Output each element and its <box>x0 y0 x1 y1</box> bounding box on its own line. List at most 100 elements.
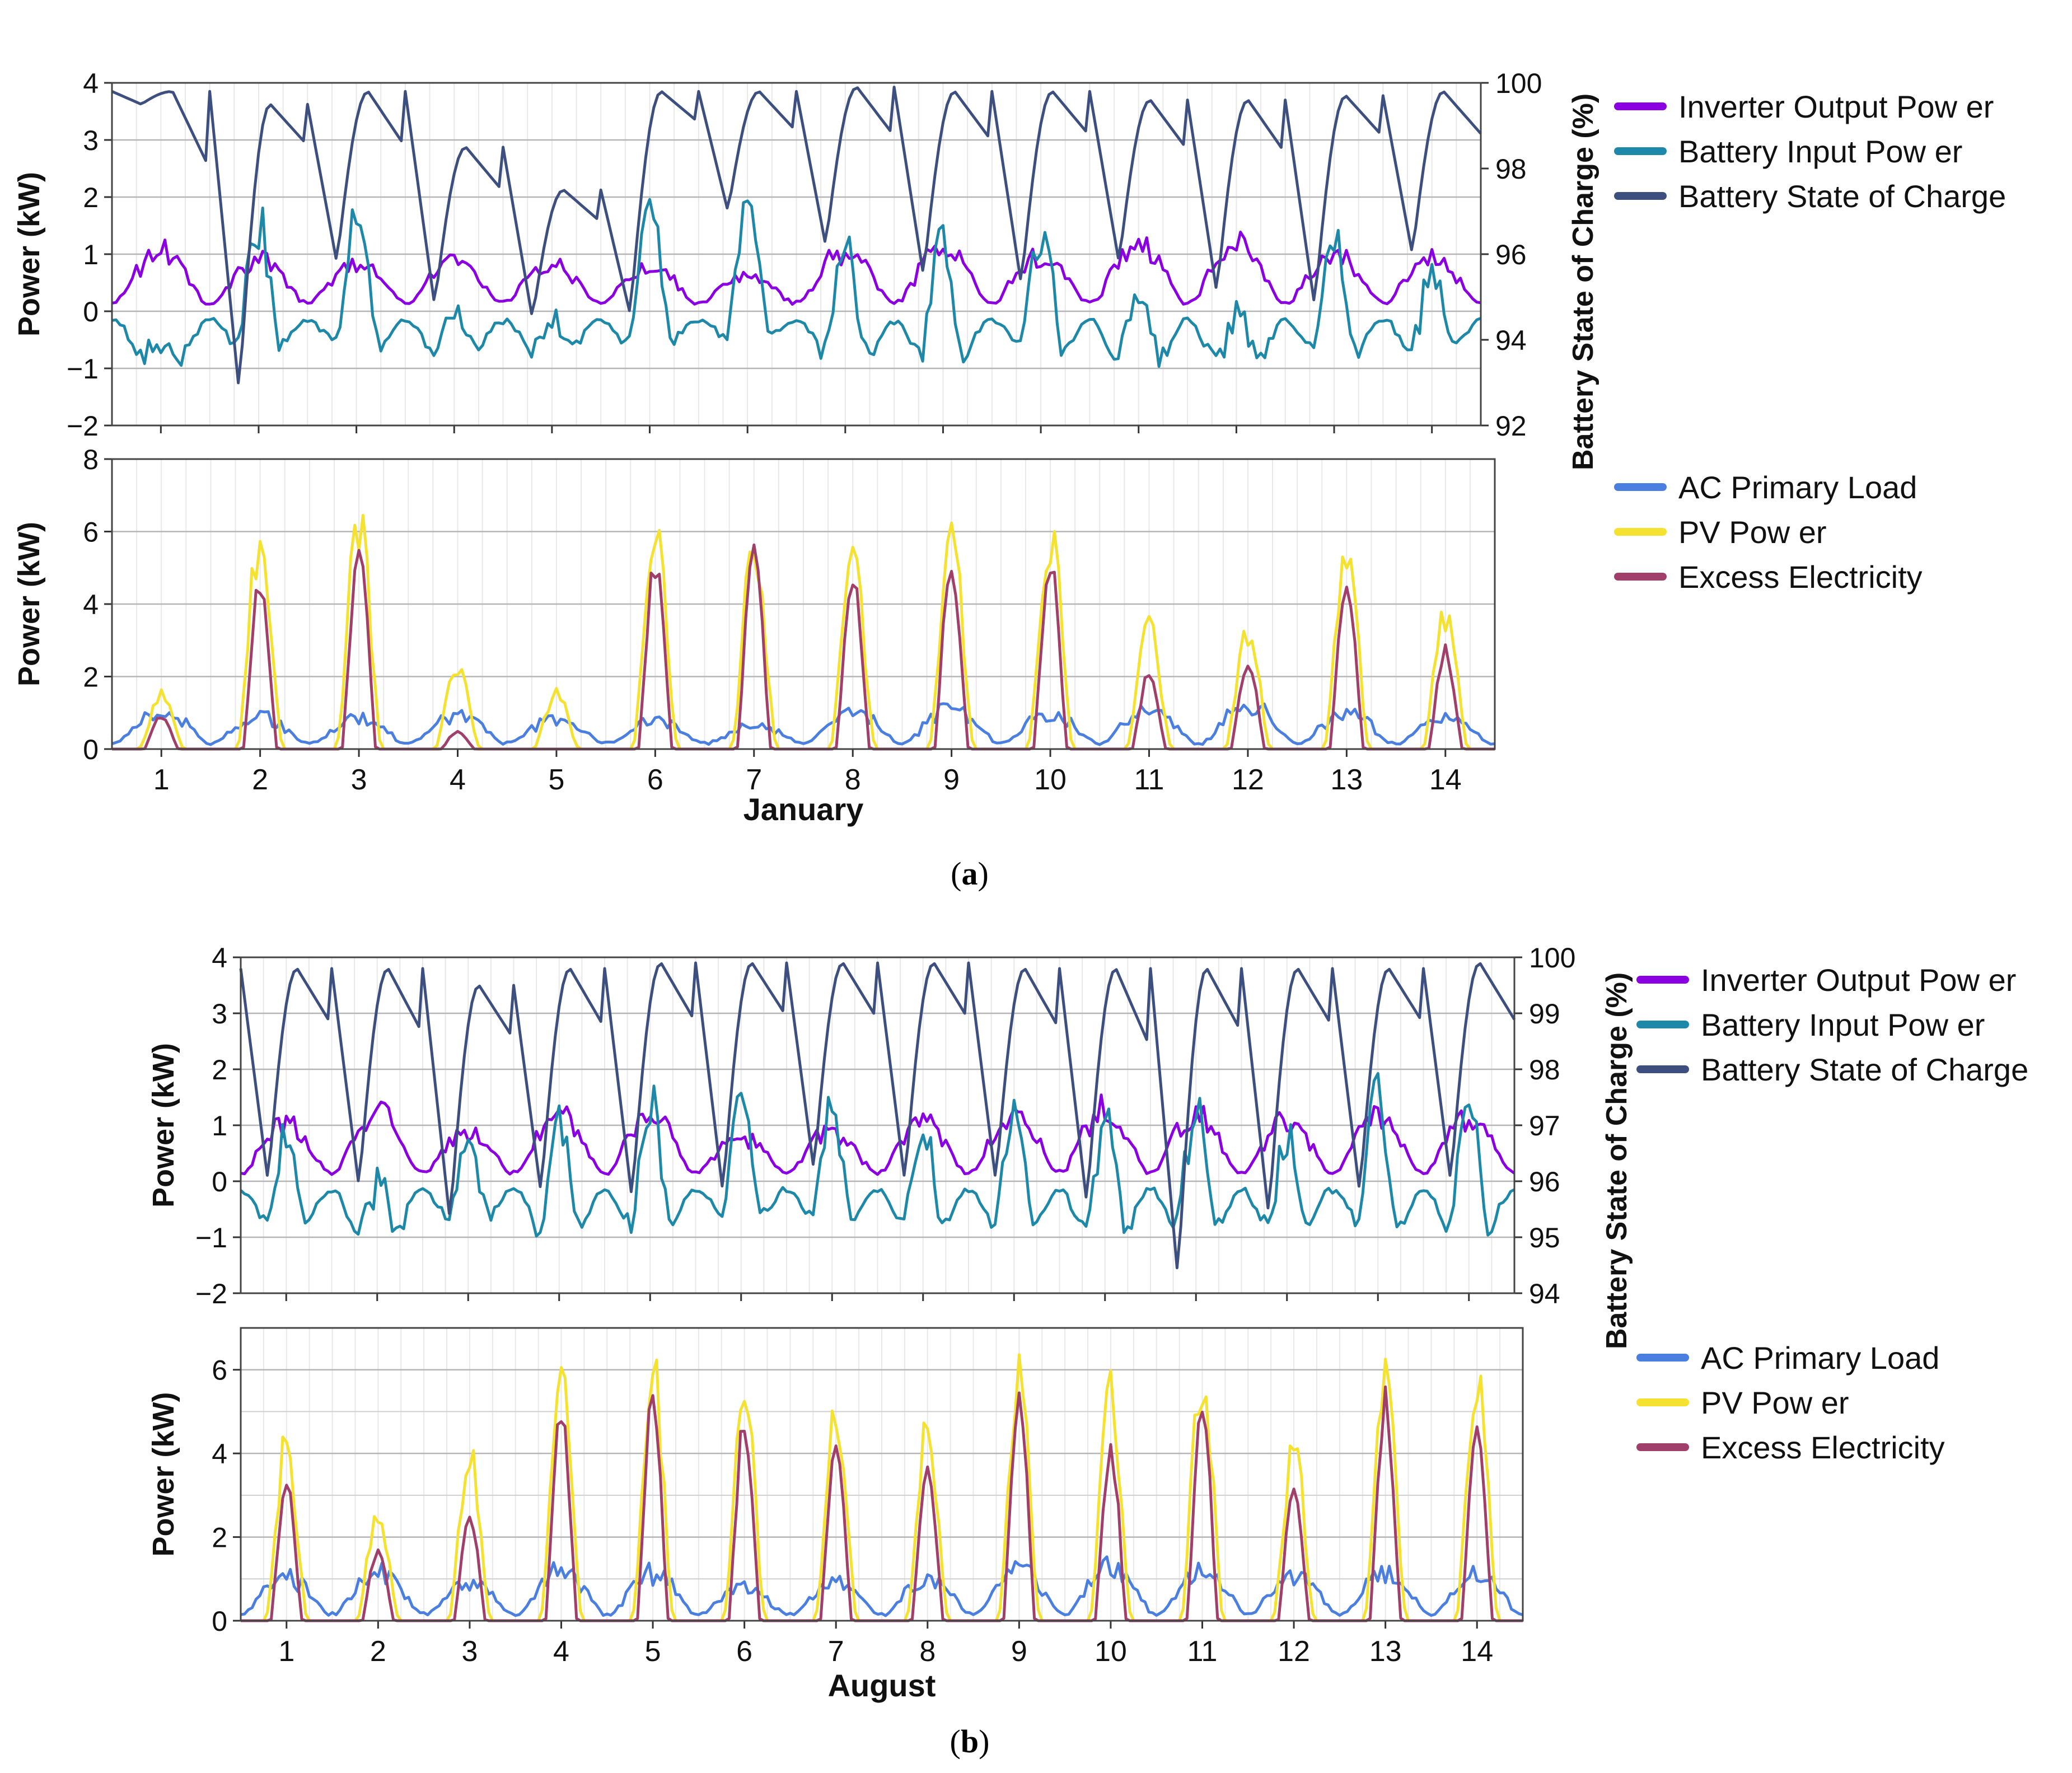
y-tick-label: 1 <box>83 239 99 270</box>
y-right-tick-label: 98 <box>1495 153 1527 185</box>
y-tick-label: −1 <box>67 353 99 385</box>
x-tick-label: 13 <box>1330 764 1363 796</box>
x-tick-label: 4 <box>450 764 466 796</box>
series-line-0 <box>111 702 1495 746</box>
legend-label: Inverter Output Pow er <box>1701 962 2016 998</box>
plot-frame <box>240 1327 1524 1622</box>
y-right-axis-label: Battery State of Charge (%) <box>1601 972 1633 1349</box>
y-tick-label: 2 <box>83 662 99 693</box>
y-tick-label: 4 <box>83 68 99 99</box>
legend-label: PV Pow er <box>1701 1385 1849 1420</box>
y-right-tick-label: 100 <box>1529 942 1575 974</box>
y-tick-label: 0 <box>83 296 99 328</box>
x-tick-label: 6 <box>736 1635 752 1668</box>
x-tick-label: 12 <box>1232 764 1264 796</box>
y-tick-label: 6 <box>212 1355 227 1386</box>
x-tick-label: 1 <box>153 764 170 796</box>
x-tick-label: 6 <box>647 764 663 796</box>
x-tick-label: 9 <box>1011 1635 1027 1668</box>
y-tick-label: −2 <box>67 410 99 442</box>
y-tick-label: 0 <box>83 734 99 765</box>
series-line-0 <box>240 1093 1516 1176</box>
y-axis-label: Power (kW) <box>12 522 46 686</box>
x-tick-label: 11 <box>1134 764 1164 796</box>
x-tick-label: 3 <box>351 764 367 796</box>
y-tick-label: 4 <box>212 942 227 974</box>
y-right-tick-label: 100 <box>1495 68 1542 99</box>
x-tick-label: 10 <box>1095 1635 1127 1668</box>
x-tick-label: 8 <box>845 764 861 796</box>
x-tick-label: 8 <box>919 1635 936 1668</box>
legend-label: Excess Electricity <box>1678 559 1923 595</box>
legend-label: AC Primary Load <box>1678 470 1917 505</box>
y-tick-label: 3 <box>83 125 99 156</box>
legend-label: Excess Electricity <box>1701 1430 1945 1465</box>
y-right-tick-label: 97 <box>1529 1110 1560 1142</box>
series-line-1 <box>240 1072 1516 1238</box>
x-tick-label: 2 <box>370 1635 386 1668</box>
y-tick-label: 4 <box>212 1438 227 1470</box>
plot-frame <box>111 458 1496 750</box>
y-axis-label: Power (kW) <box>12 172 46 336</box>
x-tick-label: 13 <box>1369 1635 1402 1668</box>
caption-b: (b) <box>950 1723 990 1760</box>
series-line-0 <box>111 231 1481 306</box>
y-right-axis-label: Battery State of Charge (%) <box>1567 93 1599 470</box>
y-right-tick-label: 94 <box>1529 1278 1560 1309</box>
y-tick-label: 1 <box>212 1110 227 1142</box>
x-tick-label: 1 <box>278 1635 294 1668</box>
y-axis-label: Power (kW) <box>147 1392 180 1556</box>
x-tick-label: 2 <box>252 764 268 796</box>
y-tick-label: 0 <box>212 1606 227 1637</box>
chart-aug-top: −2 −1 0 1 2 3 4 94 95 96 97 98 99 100 Battery State of… <box>147 942 2028 1349</box>
x-tick-label: 9 <box>943 764 960 796</box>
x-tick-label: 11 <box>1187 1635 1218 1668</box>
y-tick-label: 8 <box>83 444 99 475</box>
x-tick-label: 12 <box>1278 1635 1310 1668</box>
x-tick-label: 7 <box>828 1635 844 1668</box>
y-right-tick-label: 92 <box>1495 410 1527 442</box>
y-right-tick-label: 96 <box>1495 239 1527 270</box>
x-tick-label: 5 <box>645 1635 661 1668</box>
legend-label: Battery Input Pow er <box>1678 134 1962 169</box>
x-axis-label: August <box>828 1668 936 1703</box>
y-axis-label: Power (kW) <box>147 1043 180 1208</box>
legend-label: Battery Input Pow er <box>1701 1007 1985 1042</box>
y-tick-label: −2 <box>195 1278 227 1309</box>
y-right-tick-label: 96 <box>1529 1166 1560 1197</box>
x-tick-label: 14 <box>1429 764 1462 796</box>
x-tick-label: 5 <box>548 764 564 796</box>
legend-label: AC Primary Load <box>1701 1340 1939 1376</box>
series-line-1 <box>111 198 1481 368</box>
series-line-2 <box>111 86 1482 385</box>
y-right-tick-label: 94 <box>1495 325 1527 356</box>
legend-label: Battery State of Charge <box>1678 179 2006 214</box>
y-right-tick-label: 98 <box>1529 1054 1560 1086</box>
y-tick-label: 6 <box>83 517 99 548</box>
plot-frame <box>111 82 1482 427</box>
y-right-tick-label: 99 <box>1529 998 1560 1030</box>
x-tick-label: 7 <box>746 764 762 796</box>
series-line-2 <box>239 961 1516 1270</box>
y-tick-label: 3 <box>212 998 227 1030</box>
y-tick-label: 2 <box>83 182 99 213</box>
x-tick-label: 4 <box>553 1635 569 1668</box>
x-axis-label: January <box>743 792 864 827</box>
chart-jan-top: −2 −1 0 1 2 3 4 92 94 96 98 100 Battery State of Cha… <box>12 68 2006 470</box>
caption-a: (a) <box>951 855 989 892</box>
legend-label: PV Pow er <box>1678 514 1827 550</box>
y-tick-label: 2 <box>212 1522 227 1554</box>
plot-frame <box>240 956 1516 1294</box>
x-tick-label: 3 <box>461 1635 478 1668</box>
x-tick-label: 10 <box>1034 764 1067 796</box>
y-tick-label: −1 <box>195 1222 227 1253</box>
y-tick-label: 0 <box>212 1166 227 1197</box>
y-tick-label: 4 <box>83 589 99 620</box>
legend-label: Inverter Output Pow er <box>1678 89 1994 124</box>
y-tick-label: 2 <box>212 1054 227 1086</box>
legend-label: Battery State of Charge <box>1701 1052 2028 1087</box>
x-tick-label: 14 <box>1461 1635 1493 1668</box>
